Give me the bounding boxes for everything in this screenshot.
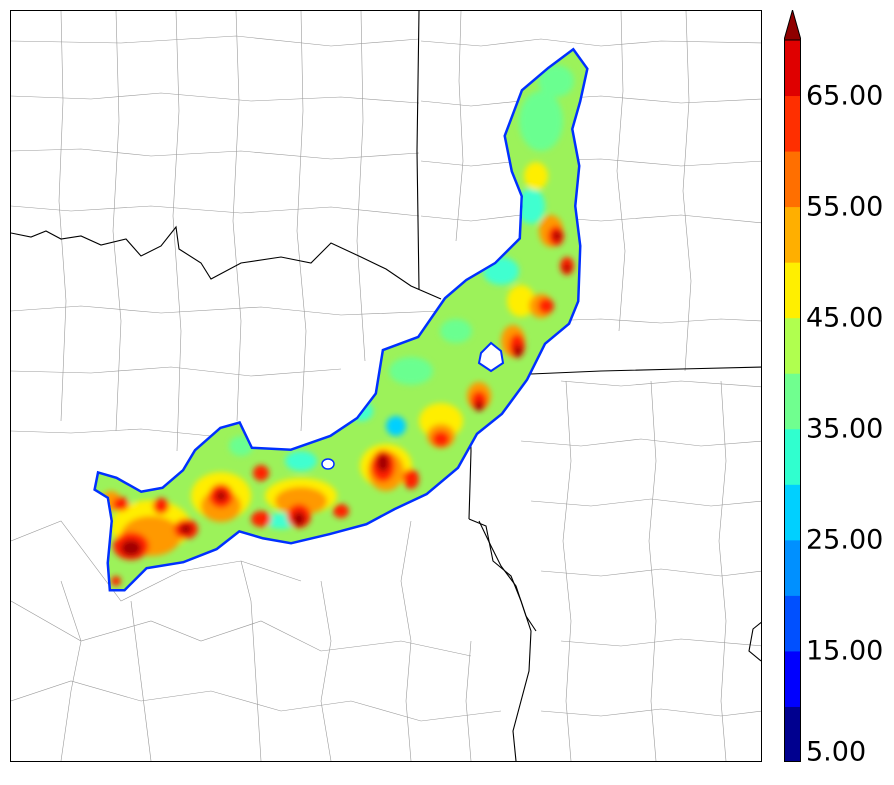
colorbar-tick-label: 65.00: [806, 80, 884, 112]
colorbar-extend-triangle: [783, 8, 802, 41]
colorbar-bin: [784, 206, 801, 263]
precipitation-swath: [96, 51, 586, 589]
colorbar-tick-label: 35.00: [806, 413, 884, 445]
colorbar-bin: [784, 706, 801, 763]
colorbar: [783, 8, 802, 763]
colorbar-bin: [784, 373, 801, 430]
colorbar-bin: [784, 151, 801, 208]
map-panel: [10, 10, 762, 762]
colorbar-bin: [784, 40, 801, 97]
colorbar-bin: [784, 317, 801, 374]
colorbar-tick-label: 45.00: [806, 302, 884, 334]
colorbar-bin: [784, 650, 801, 707]
colorbar-bin: [784, 539, 801, 596]
colorbar-tick-label: 5.00: [806, 736, 867, 768]
colorbar-bin: [784, 484, 801, 541]
precipitation-map: [11, 11, 761, 761]
colorbar-bin: [784, 262, 801, 319]
colorbar-outline: [784, 39, 801, 762]
colorbar-tick-label: 55.00: [806, 191, 884, 223]
colorbar-svg: [783, 8, 802, 763]
colorbar-tick-label: 15.00: [806, 635, 884, 667]
colorbar-bin: [784, 595, 801, 652]
colorbar-bin: [784, 95, 801, 152]
colorbar-bin: [784, 428, 801, 485]
colorbar-tick-label: 25.00: [806, 524, 884, 556]
